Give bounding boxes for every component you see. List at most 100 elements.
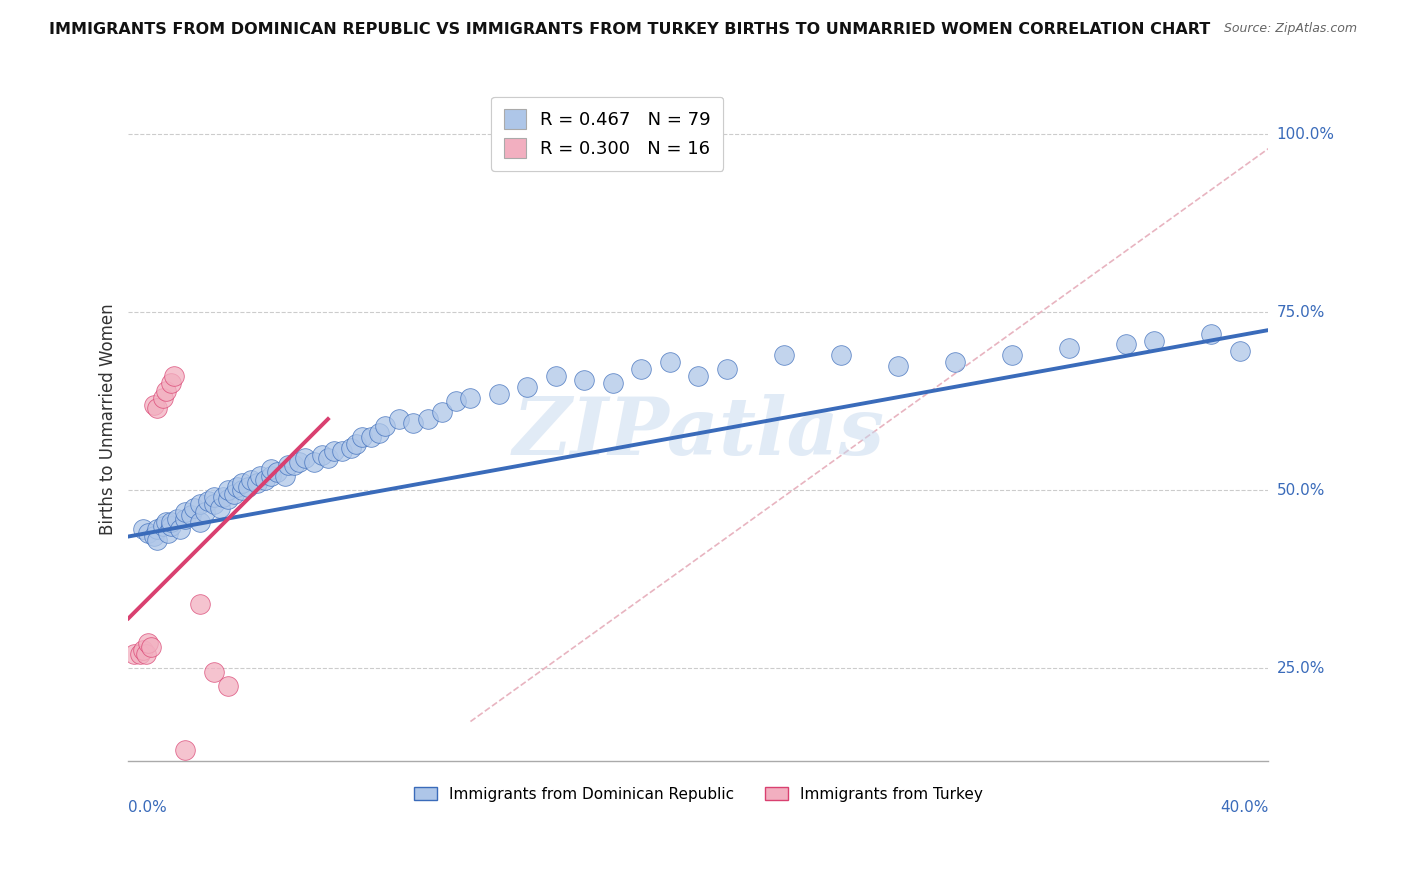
- Point: [208, 501, 231, 516]
- Point: [352, 430, 374, 444]
- Point: [374, 419, 396, 434]
- Point: [773, 348, 796, 362]
- Point: [402, 416, 425, 430]
- Point: [544, 369, 567, 384]
- Point: [1229, 344, 1251, 359]
- Point: [152, 391, 174, 405]
- Point: [143, 529, 166, 543]
- Point: [211, 491, 233, 505]
- Text: 25.0%: 25.0%: [1277, 661, 1324, 675]
- Point: [155, 515, 177, 529]
- Point: [240, 473, 263, 487]
- Point: [283, 458, 305, 473]
- Point: [160, 376, 183, 391]
- Point: [138, 525, 160, 540]
- Point: [339, 441, 361, 455]
- Point: [163, 369, 186, 384]
- Point: [943, 355, 966, 369]
- Point: [174, 505, 197, 519]
- Point: [460, 391, 482, 405]
- Point: [249, 469, 271, 483]
- Point: [430, 405, 453, 419]
- Text: 100.0%: 100.0%: [1277, 127, 1334, 142]
- Point: [330, 444, 353, 458]
- Point: [231, 483, 253, 498]
- Point: [188, 515, 211, 529]
- Point: [217, 483, 239, 498]
- Point: [246, 476, 269, 491]
- Point: [716, 362, 738, 376]
- Point: [388, 412, 411, 426]
- Text: Source: ZipAtlas.com: Source: ZipAtlas.com: [1223, 22, 1357, 36]
- Point: [416, 412, 439, 426]
- Point: [132, 522, 155, 536]
- Point: [274, 469, 297, 483]
- Point: [322, 444, 344, 458]
- Point: [202, 491, 225, 505]
- Point: [160, 518, 183, 533]
- Point: [288, 455, 311, 469]
- Point: [516, 380, 538, 394]
- Point: [135, 647, 157, 661]
- Point: [311, 448, 333, 462]
- Text: 75.0%: 75.0%: [1277, 305, 1324, 320]
- Point: [260, 469, 283, 483]
- Point: [488, 387, 510, 401]
- Point: [574, 373, 596, 387]
- Point: [294, 451, 316, 466]
- Point: [132, 643, 155, 657]
- Point: [830, 348, 852, 362]
- Point: [141, 640, 163, 654]
- Point: [225, 480, 247, 494]
- Point: [1115, 337, 1137, 351]
- Point: [217, 491, 239, 506]
- Text: 40.0%: 40.0%: [1220, 799, 1268, 814]
- Text: ZIPatlas: ZIPatlas: [512, 394, 884, 472]
- Point: [174, 743, 197, 757]
- Point: [254, 473, 277, 487]
- Point: [138, 636, 160, 650]
- Point: [152, 518, 174, 533]
- Point: [146, 522, 169, 536]
- Point: [630, 362, 652, 376]
- Point: [174, 511, 197, 525]
- Point: [1001, 348, 1024, 362]
- Legend: R = 0.467   N = 79, R = 0.300   N = 16: R = 0.467 N = 79, R = 0.300 N = 16: [491, 96, 723, 170]
- Point: [128, 647, 150, 661]
- Point: [143, 398, 166, 412]
- Point: [231, 476, 253, 491]
- Y-axis label: Births to Unmarried Women: Births to Unmarried Women: [100, 303, 117, 535]
- Point: [346, 437, 368, 451]
- Text: IMMIGRANTS FROM DOMINICAN REPUBLIC VS IMMIGRANTS FROM TURKEY BIRTHS TO UNMARRIED: IMMIGRANTS FROM DOMINICAN REPUBLIC VS IM…: [49, 22, 1211, 37]
- Point: [217, 679, 239, 693]
- Point: [277, 458, 299, 473]
- Point: [360, 430, 382, 444]
- Point: [1057, 341, 1080, 355]
- Point: [887, 359, 910, 373]
- Point: [202, 665, 225, 679]
- Point: [1201, 326, 1223, 341]
- Point: [658, 355, 681, 369]
- Point: [146, 401, 169, 416]
- Point: [160, 515, 183, 529]
- Point: [368, 426, 391, 441]
- Point: [1143, 334, 1166, 348]
- Point: [183, 501, 205, 516]
- Point: [122, 647, 145, 661]
- Point: [266, 466, 288, 480]
- Point: [157, 525, 180, 540]
- Point: [188, 498, 211, 512]
- Point: [166, 511, 188, 525]
- Point: [169, 522, 191, 536]
- Point: [188, 597, 211, 611]
- Point: [222, 487, 245, 501]
- Point: [155, 384, 177, 398]
- Point: [197, 494, 219, 508]
- Point: [302, 455, 325, 469]
- Text: 50.0%: 50.0%: [1277, 483, 1324, 498]
- Point: [238, 480, 260, 494]
- Point: [688, 369, 710, 384]
- Point: [146, 533, 169, 547]
- Point: [316, 451, 339, 466]
- Text: 0.0%: 0.0%: [128, 799, 167, 814]
